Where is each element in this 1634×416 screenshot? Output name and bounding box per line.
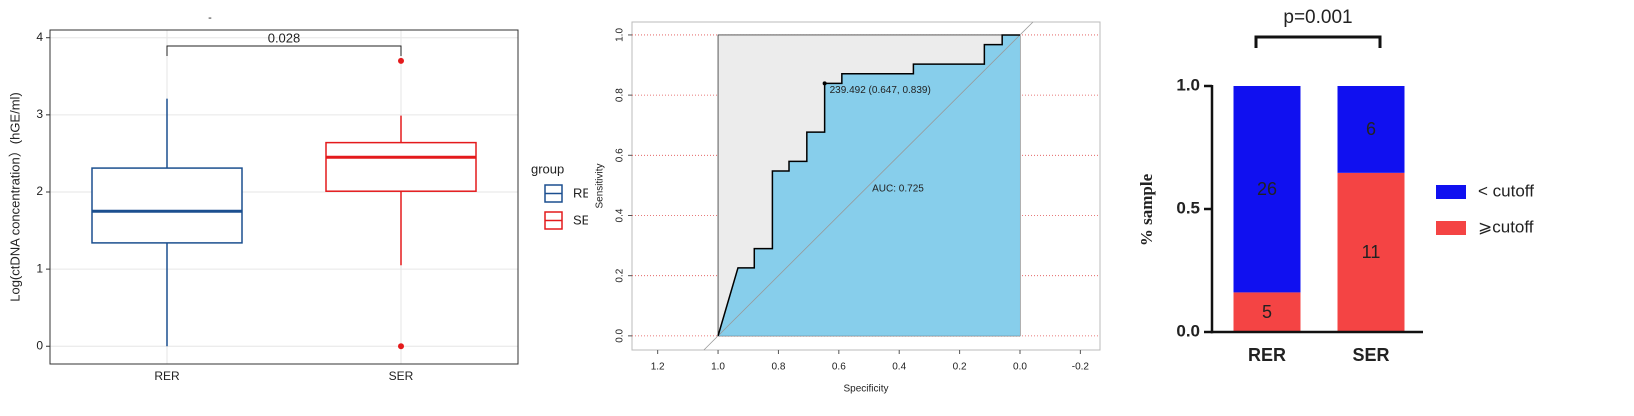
y-tick-label: 1 xyxy=(36,261,43,275)
roc-curve xyxy=(717,34,1020,337)
y-tick-label: 4 xyxy=(36,30,43,44)
bar-segment xyxy=(1337,172,1405,332)
y-tick-label: 1.0 xyxy=(615,28,626,42)
y-tick-label: 0.6 xyxy=(615,148,626,162)
x-tick-label: 0.8 xyxy=(771,362,785,373)
x-tick-label: 0.2 xyxy=(953,362,967,373)
y-tick-label: 0.0 xyxy=(1176,321,1200,340)
value-label: 26 xyxy=(1257,179,1277,199)
y-axis-label: % sample xyxy=(1137,173,1156,246)
diagonal xyxy=(703,21,1034,351)
bar-segment xyxy=(1233,86,1301,293)
legend-label: < cutoff xyxy=(1478,181,1534,200)
box xyxy=(325,141,477,192)
legend-title: group xyxy=(531,161,564,176)
legend-label: ⩾cutoff xyxy=(1478,217,1534,236)
y-tick-label: 0.4 xyxy=(615,208,626,222)
x-tick-label: 0.6 xyxy=(832,362,846,373)
y-tick-label: 2 xyxy=(36,184,43,198)
panel-border xyxy=(631,21,1101,351)
value-label: 5 xyxy=(1262,302,1272,322)
y-tick-label: 0.2 xyxy=(615,268,626,282)
annotation: 0.028 xyxy=(268,30,301,45)
x-tick-label: 0.0 xyxy=(1013,362,1027,373)
outlier xyxy=(398,343,404,350)
y-axis-label: Log(ctDNA concentration）(hGE/ml) xyxy=(7,92,22,302)
y-tick-label: 0.0 xyxy=(615,328,626,342)
x-tick-label: 1.0 xyxy=(711,362,725,373)
y-tick-label: 3 xyxy=(36,107,43,121)
bracket xyxy=(1254,35,1382,48)
x-tick-label: 1.2 xyxy=(651,362,665,373)
value-label: 6 xyxy=(1366,119,1376,139)
x-tick-label: RER xyxy=(1248,345,1286,365)
x-tick-label: SER xyxy=(1352,345,1389,365)
bracket xyxy=(166,45,402,56)
bar-segment xyxy=(1233,292,1301,332)
x-tick-label: RER xyxy=(154,369,180,383)
box xyxy=(91,167,243,244)
chart-title: p=0.001 xyxy=(1283,7,1352,28)
x-tick-label: 0.4 xyxy=(892,362,906,373)
x-tick-label: -0.2 xyxy=(1072,362,1090,373)
chart-title: - xyxy=(208,12,212,24)
y-tick-label: 0.5 xyxy=(1176,198,1200,217)
x-tick-label: SER xyxy=(389,369,414,383)
y-tick-label: 0.8 xyxy=(615,88,626,102)
legend-key xyxy=(1436,185,1466,199)
x-axis-label: Specificity xyxy=(843,384,888,395)
y-tick-label: 1.0 xyxy=(1176,75,1200,94)
y-tick-label: 0 xyxy=(36,338,43,352)
y-axis-label: Sensitivity xyxy=(595,163,606,208)
legend-key xyxy=(1436,221,1466,235)
value-label: 11 xyxy=(1362,242,1381,262)
panel-border xyxy=(49,29,519,365)
auc-label: AUC: 0.725 xyxy=(872,184,924,195)
bar-segment xyxy=(1337,86,1405,173)
outlier xyxy=(398,57,404,64)
threshold-label: 239.492 (0.647, 0.839) xyxy=(830,85,931,96)
threshold-point xyxy=(822,81,827,86)
